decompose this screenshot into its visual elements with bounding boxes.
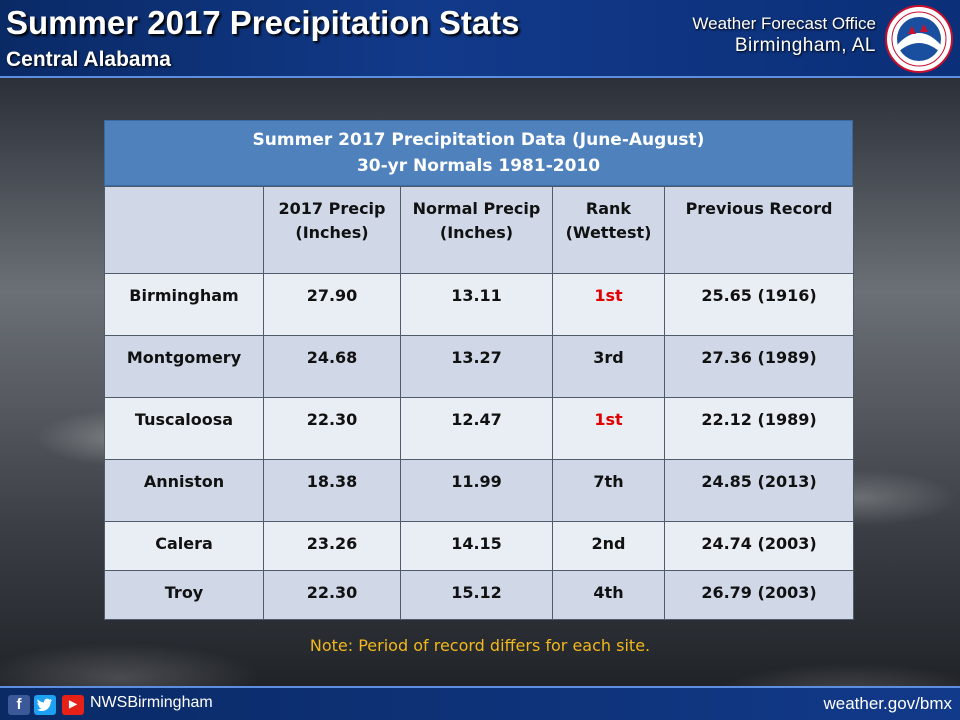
- site-name: Calera: [104, 521, 264, 571]
- precip-2017: 24.68: [263, 335, 401, 398]
- facebook-icon[interactable]: f: [8, 695, 30, 715]
- site-name: Troy: [104, 570, 264, 620]
- column-header-site: [104, 186, 264, 274]
- precip-2017: 27.90: [263, 273, 401, 336]
- footer-bar: f ▶ NWSBirmingham weather.gov/bmx: [0, 686, 960, 720]
- table-row: Calera 23.26 14.15 2nd 24.74 (2003): [104, 521, 854, 571]
- precip-2017: 22.30: [263, 570, 401, 620]
- column-header-2017-precip: 2017 Precip (Inches): [263, 186, 401, 274]
- previous-record: 26.79 (2003): [664, 570, 854, 620]
- table-row: Troy 22.30 15.12 4th 26.79 (2003): [104, 570, 854, 620]
- office-line2: Birmingham, AL: [734, 35, 876, 56]
- site-name: Montgomery: [104, 335, 264, 398]
- previous-record: 25.65 (1916): [664, 273, 854, 336]
- normal-precip: 12.47: [400, 397, 553, 460]
- website-link[interactable]: weather.gov/bmx: [823, 694, 952, 713]
- table-title-line1: Summer 2017 Precipitation Data (June-Aug…: [252, 130, 705, 150]
- site-name: Birmingham: [104, 273, 264, 336]
- normal-precip: 13.27: [400, 335, 553, 398]
- header-banner: Summer 2017 Precipitation Stats Central …: [0, 0, 960, 78]
- precip-2017: 22.30: [263, 397, 401, 460]
- previous-record: 22.12 (1989): [664, 397, 854, 460]
- office-line1: Weather Forecast Office: [692, 14, 876, 33]
- table-row: Montgomery 24.68 13.27 3rd 27.36 (1989): [104, 335, 854, 398]
- rank: 1st: [552, 397, 665, 460]
- youtube-icon[interactable]: ▶: [62, 695, 84, 715]
- table-row: Birmingham 27.90 13.11 1st 25.65 (1916): [104, 273, 854, 336]
- nws-logo-icon: [885, 5, 953, 73]
- rank: 3rd: [552, 335, 665, 398]
- normal-precip: 15.12: [400, 570, 553, 620]
- page-subtitle: Central Alabama: [6, 48, 171, 71]
- table-title: Summer 2017 Precipitation Data (June-Aug…: [104, 120, 853, 186]
- social-handle[interactable]: NWSBirmingham: [90, 694, 213, 711]
- normal-precip: 14.15: [400, 521, 553, 571]
- rank: 2nd: [552, 521, 665, 571]
- precip-table: Summer 2017 Precipitation Data (June-Aug…: [104, 120, 854, 620]
- precip-2017: 23.26: [263, 521, 401, 571]
- precip-data-table: 2017 Precip (Inches) Normal Precip (Inches…: [104, 186, 854, 620]
- rank: 1st: [552, 273, 665, 336]
- office-name: Weather Forecast Office Birmingham, AL: [692, 14, 876, 58]
- rank: 7th: [552, 459, 665, 522]
- precip-2017: 18.38: [263, 459, 401, 522]
- rank: 4th: [552, 570, 665, 620]
- table-title-line2: 30-yr Normals 1981-2010: [356, 156, 601, 176]
- site-name: Tuscaloosa: [104, 397, 264, 460]
- footnote: Note: Period of record differs for each …: [309, 636, 651, 655]
- normal-precip: 11.99: [400, 459, 553, 522]
- site-name: Anniston: [104, 459, 264, 522]
- normal-precip: 13.11: [400, 273, 553, 336]
- previous-record: 24.85 (2013): [664, 459, 854, 522]
- previous-record: 24.74 (2003): [664, 521, 854, 571]
- table-row: Tuscaloosa 22.30 12.47 1st 22.12 (1989): [104, 397, 854, 460]
- page-title: Summer 2017 Precipitation Stats: [6, 4, 520, 41]
- previous-record: 27.36 (1989): [664, 335, 854, 398]
- column-header-rank: Rank (Wettest): [552, 186, 665, 274]
- column-header-previous-record: Previous Record: [664, 186, 854, 274]
- column-header-row: 2017 Precip (Inches) Normal Precip (Inches…: [104, 186, 854, 274]
- column-header-normal-precip: Normal Precip (Inches): [400, 186, 553, 274]
- table-row: Anniston 18.38 11.99 7th 24.85 (2013): [104, 459, 854, 522]
- twitter-icon[interactable]: [34, 695, 56, 715]
